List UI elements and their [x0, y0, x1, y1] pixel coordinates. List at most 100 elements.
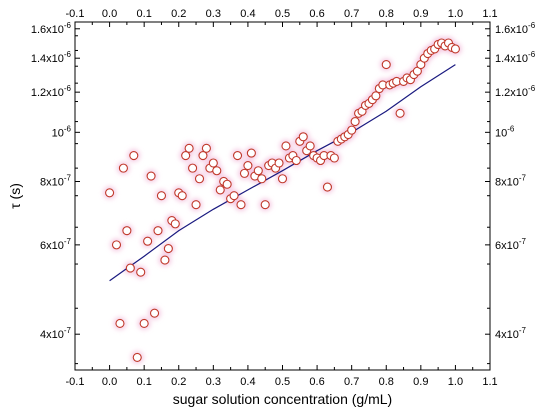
- data-point: [208, 158, 218, 168]
- y-tick-label-right: 1.2x10-6: [495, 84, 536, 99]
- data-point: [381, 60, 391, 70]
- x-tick-label-bottom: 0.9: [413, 376, 428, 388]
- data-point: [260, 200, 270, 210]
- x-tick-label-top: 0.8: [379, 8, 394, 20]
- y-tick-label-right: 4x10-7: [495, 326, 527, 341]
- data-point: [329, 153, 339, 163]
- data-point: [229, 191, 239, 201]
- data-point: [246, 148, 256, 158]
- plot-frame: [74, 21, 491, 371]
- data-point: [105, 188, 115, 198]
- x-tick-label-top: -0.1: [66, 8, 85, 20]
- data-point: [347, 125, 357, 135]
- data-point: [139, 318, 149, 328]
- fit-curve: [109, 64, 456, 282]
- y-tick-label-right: 6x10-7: [495, 237, 527, 252]
- x-tick-label-bottom: 0.8: [379, 376, 394, 388]
- x-tick-label-top: 0.3: [206, 8, 221, 20]
- data-point: [181, 150, 191, 161]
- data-point: [153, 226, 163, 236]
- y-tick-label-left: 10-6: [52, 124, 72, 139]
- data-point: [371, 91, 381, 101]
- y-tick-label-left: 1.2x10-6: [31, 84, 72, 99]
- data-point: [160, 255, 170, 265]
- data-point: [291, 155, 301, 166]
- data-point: [212, 166, 222, 176]
- data-point: [450, 44, 460, 54]
- data-point: [350, 117, 360, 127]
- data-point: [149, 308, 160, 318]
- data-point: [274, 158, 284, 168]
- x-tick-label-top: 0.2: [171, 8, 186, 20]
- x-tick-label-bottom: 1.0: [448, 376, 463, 388]
- x-axis-title: sugar solution concentration (g/mL): [173, 391, 392, 407]
- y-tick-label-right: 1.6x10-6: [495, 21, 536, 36]
- x-tick-label-top: 0.5: [275, 8, 290, 20]
- data-point: [305, 141, 315, 151]
- data-point: [146, 171, 156, 181]
- x-tick-label-top: 0.0: [102, 8, 117, 20]
- y-tick-label-left: 1.4x10-6: [31, 50, 72, 65]
- data-point: [111, 240, 122, 250]
- data-points: [105, 38, 460, 362]
- x-tick-label-bottom: 0.7: [344, 376, 359, 388]
- x-tick-label-top: 1.1: [482, 8, 497, 20]
- x-tick-label-top: 0.6: [309, 8, 324, 20]
- data-point: [395, 108, 405, 118]
- x-tick-label-bottom: 0.0: [102, 376, 117, 388]
- data-point: [281, 141, 291, 151]
- data-point: [177, 191, 187, 201]
- x-tick-label-top: 0.1: [137, 8, 152, 20]
- data-point: [298, 132, 308, 142]
- data-point: [194, 174, 205, 184]
- x-tick-label-bottom: 0.5: [275, 376, 290, 388]
- data-point: [253, 166, 263, 176]
- data-point: [257, 174, 267, 184]
- x-tick-label-top: 0.9: [413, 8, 428, 20]
- x-tick-label-bottom: 1.1: [482, 376, 497, 388]
- data-point: [129, 150, 139, 161]
- y-tick-label-left: 4x10-7: [40, 326, 72, 341]
- data-point: [125, 263, 135, 273]
- data-point: [170, 219, 180, 229]
- data-point: [118, 163, 128, 173]
- data-point: [243, 161, 253, 171]
- data-point: [201, 143, 211, 153]
- y-tick-label-right: 10-6: [495, 124, 515, 139]
- data-point: [132, 352, 142, 362]
- data-point: [163, 244, 173, 254]
- y-tick-label-left: 1.6x10-6: [31, 21, 72, 36]
- data-point: [236, 200, 246, 210]
- data-point: [188, 163, 198, 173]
- data-point: [156, 191, 167, 201]
- data-point: [115, 318, 125, 328]
- y-tick-label-left: 6x10-7: [40, 237, 72, 252]
- data-point: [222, 179, 232, 189]
- data-point: [322, 182, 333, 192]
- tick-labels: -0.1 -0.1 0.0 0.0 0.1 0.1 0.2 0.2 0.3 0.3 0.4 0.4 0.…: [31, 8, 536, 388]
- data-point: [277, 174, 288, 184]
- data-point: [239, 168, 250, 178]
- x-tick-label-top: 0.7: [344, 8, 359, 20]
- x-tick-label-bottom: 0.3: [206, 376, 221, 388]
- data-point: [136, 267, 146, 277]
- x-tick-label-bottom: 0.4: [240, 376, 255, 388]
- data-point: [122, 226, 132, 236]
- x-tick-label-bottom: 0.2: [171, 376, 186, 388]
- data-point: [215, 185, 225, 195]
- tick-marks: [74, 22, 491, 370]
- x-tick-label-bottom: 0.6: [309, 376, 324, 388]
- y-tick-label-right: 8x10-7: [495, 173, 527, 188]
- x-tick-label-top: 1.0: [448, 8, 463, 20]
- data-point: [184, 143, 194, 153]
- data-point: [232, 150, 243, 161]
- x-tick-label-bottom: 0.1: [137, 376, 152, 388]
- y-tick-label-left: 8x10-7: [40, 173, 72, 188]
- y-tick-label-right: 1.4x10-6: [495, 50, 536, 65]
- y-axis-title: τ (s): [7, 183, 23, 209]
- data-point: [191, 200, 201, 210]
- x-tick-label-top: 0.4: [240, 8, 255, 20]
- data-point: [143, 236, 153, 246]
